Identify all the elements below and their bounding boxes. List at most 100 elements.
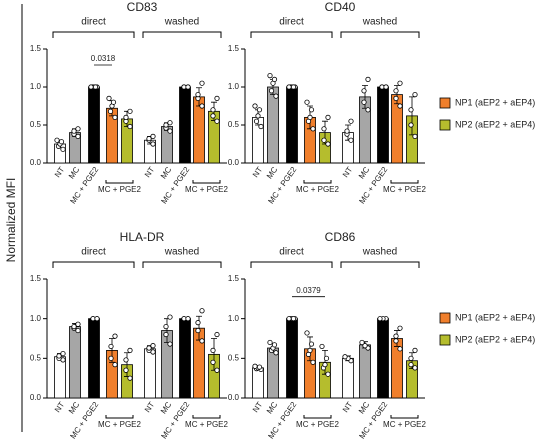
group-bracket [340,261,420,268]
data-point [310,359,316,365]
y-tick-label: 0.0 [30,158,42,167]
x-tick-label: MC [67,400,82,416]
group-label: washed [362,17,397,28]
bar [88,86,100,164]
y-tick-label: 1.0 [228,314,240,323]
data-point [255,113,261,119]
data-point [321,126,327,132]
data-point [75,327,81,334]
y-tick-label: 1.0 [30,82,42,91]
data-point [163,323,169,330]
data-point [383,84,389,90]
subgroup-bracket [390,180,419,184]
data-point [304,99,310,105]
subgroup-label: MC + PGE2 [98,185,141,194]
data-point [290,84,297,90]
data-point [185,84,191,90]
data-point [344,128,350,134]
data-point [286,84,292,90]
data-point [71,323,77,330]
data-point [112,333,118,339]
group-label: washed [164,247,199,258]
data-point [195,327,201,334]
group-label: direct [279,17,304,28]
data-point [167,120,173,126]
bar [179,318,191,399]
data-point [127,375,133,381]
x-tick-label: NT [53,400,67,414]
group-label: direct [279,247,304,258]
data-point [397,346,403,352]
panel-title: CD86 [325,230,356,244]
data-point [273,93,279,99]
data-point [408,362,414,368]
panel-title: CD83 [127,0,158,14]
data-point [286,316,292,322]
data-point [75,133,81,139]
data-point [214,118,220,124]
bar [54,356,66,399]
group-label: direct [81,247,106,258]
bar [252,367,264,399]
data-point [348,137,354,143]
data-point [146,136,152,142]
data-point [412,133,418,139]
group-bracket [142,261,222,268]
data-point [92,84,99,90]
data-point [210,113,216,119]
bar [267,347,279,399]
data-point [108,355,114,361]
group-bracket [250,31,333,38]
data-point [167,128,173,134]
data-point [107,108,114,114]
data-point [310,126,316,132]
data-point [267,339,273,346]
data-point [199,103,205,109]
data-point [210,359,216,365]
group-bracket [340,31,420,38]
y-tick-label: 1.5 [30,44,42,53]
x-tick-label: NT [341,400,355,414]
data-point [123,114,129,121]
data-point [214,367,220,373]
data-point [412,347,418,353]
y-tick-label: 0.5 [30,120,42,129]
subgroup-label: MC + PGE2 [383,420,426,429]
y-tick-label: 1.5 [228,44,240,53]
data-point [214,95,220,102]
data-point [321,137,327,143]
data-point [412,92,418,98]
bar [88,318,100,399]
bar [342,357,354,399]
data-point [71,128,77,134]
data-point [271,342,278,348]
bar [286,86,298,164]
data-point [397,103,403,109]
group-bracket [250,261,333,268]
x-tick-label: NT [143,165,157,179]
data-point [377,316,383,322]
x-tick-label: MC [265,165,280,181]
legend-swatch [439,119,451,131]
data-point [195,320,201,326]
subgroup-label: MC + PGE2 [296,185,339,194]
data-point [307,347,313,353]
data-point [199,308,205,314]
data-point [146,345,152,351]
data-point [210,107,216,113]
y-axis-label: Normalized MFI [4,178,18,263]
data-point [290,316,297,322]
data-point [150,141,156,147]
data-point [150,343,156,349]
x-tick-label: NT [341,165,355,179]
data-point [342,354,348,360]
group-label: washed [362,247,397,258]
data-point [397,325,403,331]
bar [69,326,81,399]
group-label: direct [81,17,106,28]
x-tick-label: MC [159,165,174,181]
data-point [252,363,258,369]
data-point [108,343,114,350]
data-point [195,92,201,98]
y-tick-label: 1.5 [30,274,42,283]
